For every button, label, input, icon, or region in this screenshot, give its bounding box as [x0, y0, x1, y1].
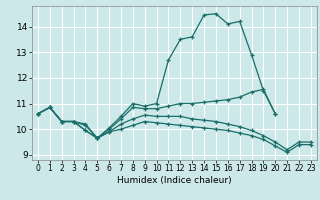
X-axis label: Humidex (Indice chaleur): Humidex (Indice chaleur): [117, 176, 232, 185]
